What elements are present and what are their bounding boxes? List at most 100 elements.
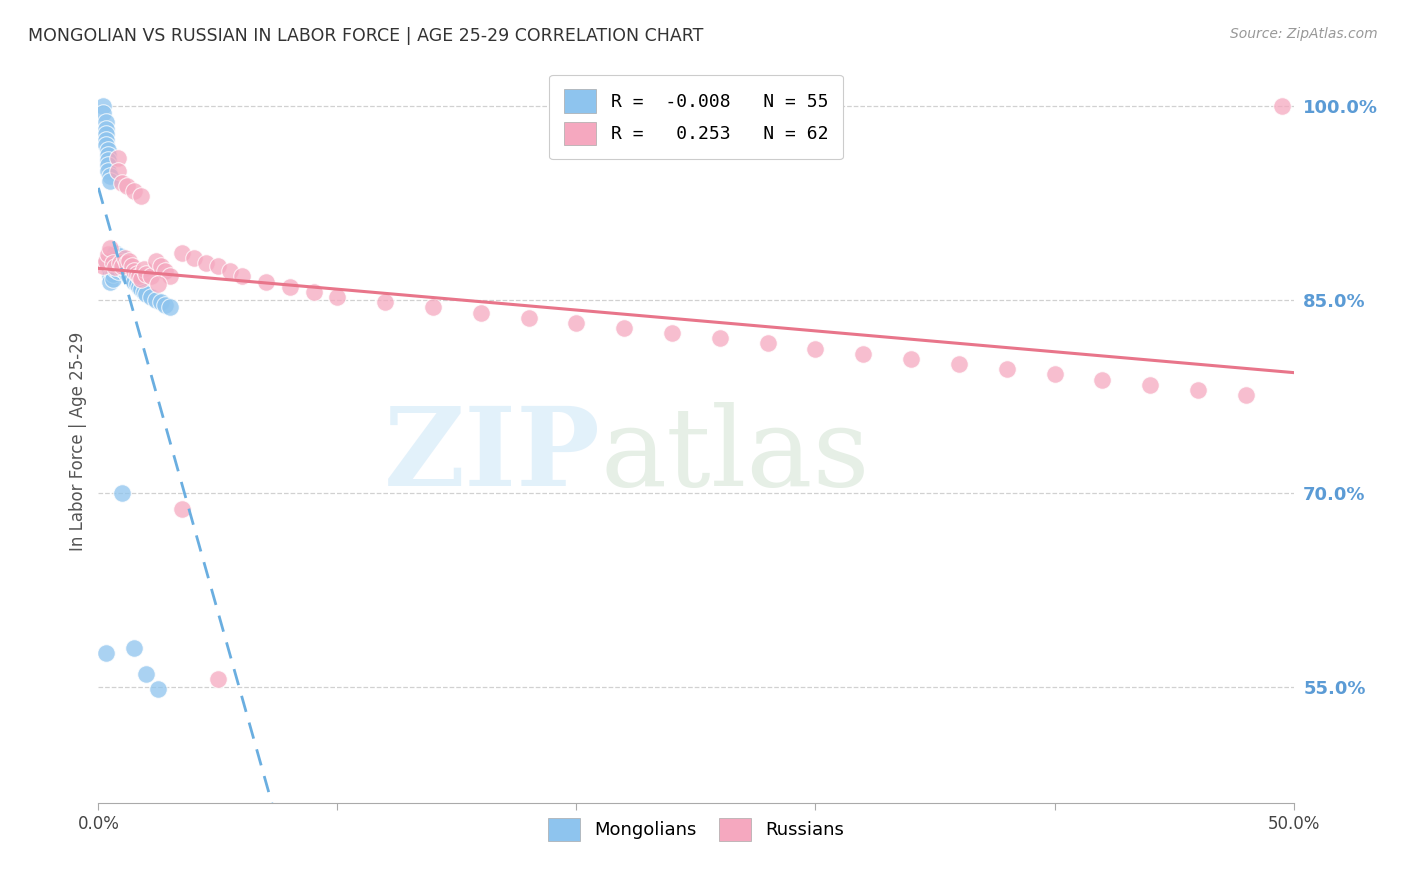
Point <box>422 301 444 315</box>
Point <box>107 163 129 178</box>
Point <box>108 256 131 270</box>
Point <box>709 331 731 345</box>
Point <box>517 310 540 325</box>
Point <box>118 269 141 284</box>
Point <box>756 336 779 351</box>
Point <box>104 260 127 275</box>
Point <box>172 246 194 260</box>
Point <box>107 264 129 278</box>
Point <box>148 682 170 697</box>
Point <box>128 269 150 284</box>
Point <box>107 253 129 268</box>
Point <box>1043 368 1066 382</box>
Point <box>1234 388 1257 402</box>
Point <box>91 259 114 273</box>
Point <box>107 259 129 273</box>
Point <box>172 501 194 516</box>
Point <box>131 282 153 296</box>
Point <box>661 326 683 341</box>
Point <box>278 279 301 293</box>
Point <box>97 153 120 168</box>
Point <box>111 261 134 276</box>
Point <box>326 290 349 304</box>
Y-axis label: In Labor Force | Age 25-29: In Labor Force | Age 25-29 <box>69 332 87 551</box>
Point <box>91 99 114 113</box>
Point <box>91 105 114 120</box>
Text: atlas: atlas <box>600 402 870 509</box>
Point <box>104 246 127 260</box>
Point <box>101 267 124 281</box>
Point <box>111 259 134 273</box>
Point <box>1139 377 1161 392</box>
Point <box>101 256 124 270</box>
Point <box>1091 373 1114 387</box>
Point <box>135 287 157 301</box>
Point <box>104 261 127 276</box>
Point <box>98 275 122 289</box>
Point <box>155 298 177 312</box>
Point <box>125 267 148 281</box>
Point <box>219 264 242 278</box>
Legend: Mongolians, Russians: Mongolians, Russians <box>540 810 852 848</box>
Point <box>107 151 129 165</box>
Point <box>302 285 325 299</box>
Point <box>114 264 136 278</box>
Point <box>115 261 138 276</box>
Point <box>124 640 146 655</box>
Point <box>98 241 122 255</box>
Point <box>98 174 122 188</box>
Point <box>132 285 155 299</box>
Point <box>98 169 122 183</box>
Point <box>97 158 120 172</box>
Point <box>254 275 277 289</box>
Point <box>108 259 131 273</box>
Text: Source: ZipAtlas.com: Source: ZipAtlas.com <box>1230 27 1378 41</box>
Point <box>94 253 117 268</box>
Point <box>145 253 167 268</box>
Point <box>115 256 138 270</box>
Point <box>104 252 127 266</box>
Point <box>94 128 117 142</box>
Point <box>149 259 172 273</box>
Point <box>132 261 155 276</box>
Point <box>148 277 170 292</box>
Point <box>115 267 138 281</box>
Point <box>111 177 134 191</box>
Point <box>128 279 150 293</box>
Point <box>470 305 492 319</box>
Point <box>131 272 153 286</box>
Point <box>1187 383 1209 397</box>
Point <box>94 114 117 128</box>
Point <box>131 189 153 203</box>
Point <box>115 179 138 194</box>
Point <box>121 259 143 273</box>
Point <box>139 290 162 304</box>
Point <box>114 259 136 273</box>
Point <box>565 316 588 330</box>
Point <box>139 269 162 284</box>
Point <box>94 133 117 147</box>
Point <box>900 351 922 366</box>
Point <box>135 267 157 281</box>
Point <box>108 253 131 268</box>
Point <box>145 293 167 307</box>
Point <box>94 137 117 152</box>
Point <box>207 259 229 273</box>
Point <box>231 269 253 284</box>
Point <box>159 269 181 284</box>
Point <box>111 256 134 270</box>
Point <box>98 269 122 284</box>
Point <box>101 272 124 286</box>
Point <box>804 342 827 356</box>
Point <box>124 184 146 198</box>
Point <box>97 148 120 162</box>
Text: ZIP: ZIP <box>384 402 600 509</box>
Point <box>374 295 396 310</box>
Point <box>207 672 229 686</box>
Point <box>94 122 117 136</box>
Point <box>97 247 120 261</box>
Text: MONGOLIAN VS RUSSIAN IN LABOR FORCE | AGE 25-29 CORRELATION CHART: MONGOLIAN VS RUSSIAN IN LABOR FORCE | AG… <box>28 27 703 45</box>
Point <box>155 264 177 278</box>
Point <box>149 295 172 310</box>
Point <box>97 143 120 157</box>
